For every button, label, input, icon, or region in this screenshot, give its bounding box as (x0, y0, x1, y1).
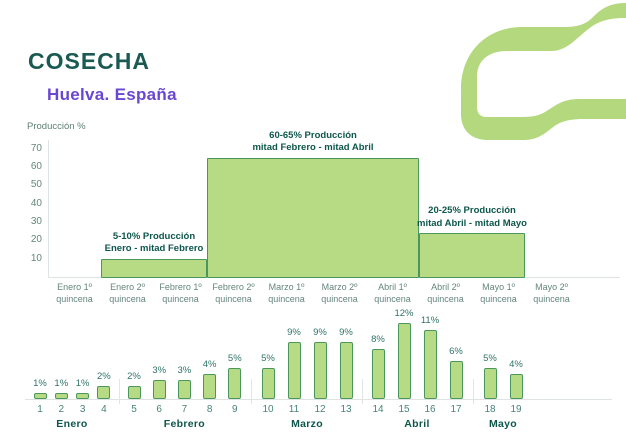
bar-value-label: 1% (33, 377, 47, 389)
bar-value-label: 8% (371, 333, 385, 345)
bar (371, 348, 385, 399)
y-axis-tick: 10 (30, 252, 42, 264)
category-label: Marzo 2º quincena (321, 282, 358, 304)
bar-day-label: 13 (340, 404, 352, 415)
month-label: Mayo (488, 418, 518, 430)
category-label: Enero 1º quincena (56, 282, 93, 304)
bar-value-label: 4% (509, 358, 523, 370)
page-title: COSECHA (28, 48, 151, 74)
bar (228, 367, 242, 399)
month-divider (251, 379, 253, 404)
category-label: Abril 1º quincena (374, 282, 411, 304)
bar-day-label: 18 (484, 404, 496, 415)
bar-day-label: 7 (181, 404, 188, 415)
bar (54, 392, 68, 399)
bar-day-label: 19 (510, 404, 522, 415)
segment-annotation: 5-10% Producción Enero - mitad Febrero (104, 230, 204, 255)
bar-value-label: 1% (75, 377, 90, 389)
bar-day-label: 2 (58, 404, 65, 415)
bar (483, 367, 497, 399)
bar-day-label: 14 (372, 404, 384, 415)
bar-value-label: 12% (394, 308, 414, 320)
bar-value-label: 6% (449, 346, 463, 358)
y-axis-tick: 70 (30, 142, 42, 154)
segment-annotation: 60-65% Producción mitad Febrero - mitad A… (252, 129, 374, 154)
bar-value-label: 5% (227, 352, 242, 364)
month-label: Enero (56, 418, 88, 430)
month-label: Abril (404, 418, 430, 430)
bar (423, 329, 437, 399)
bar (313, 342, 327, 399)
segment-annotation: 20-25% Producción mitad Abril - mitad May… (417, 205, 527, 229)
y-axis-tick: 40 (30, 197, 42, 209)
step-segment (419, 233, 525, 278)
bar-value-label: 2% (127, 371, 141, 383)
bar-day-label: 5 (131, 404, 137, 415)
bar-value-label: 9% (313, 327, 327, 339)
bar-day-label: 10 (262, 404, 274, 415)
month-label: Febrero (163, 418, 205, 430)
bar (449, 361, 463, 399)
bar (397, 323, 411, 399)
bar (287, 342, 301, 399)
bar-value-label: 4% (202, 358, 217, 370)
bar (33, 392, 47, 399)
y-axis-tick: 20 (30, 234, 42, 246)
bar-value-label: 9% (339, 327, 353, 339)
category-label: Febrero 2º quincena (212, 282, 255, 304)
step-segment (101, 258, 207, 278)
y-axis-tick: 30 (30, 216, 42, 227)
bar (97, 386, 111, 399)
bar (177, 380, 191, 399)
bar (339, 342, 353, 399)
month-label: Marzo (291, 418, 323, 430)
brand-wave-logo (461, 3, 626, 140)
bar-day-label: 4 (101, 404, 107, 415)
bar (76, 392, 90, 399)
y-axis-tick: 60 (30, 161, 42, 173)
bar (152, 380, 166, 399)
bar-day-label: 15 (398, 404, 410, 415)
step-segment (207, 157, 419, 278)
bar-day-label: 3 (79, 404, 86, 415)
category-label: Mayo 1º quincena (480, 282, 517, 304)
month-divider (473, 379, 474, 404)
bar-value-label: 5% (483, 352, 497, 364)
bar-day-label: 17 (450, 404, 462, 415)
bar-day-label: 11 (288, 404, 300, 415)
bar-value-label: 11% (420, 314, 440, 326)
bar-day-label: 12 (314, 404, 326, 415)
month-divider (118, 379, 120, 404)
category-label: Abril 2º quincena (427, 282, 464, 304)
category-label: Marzo 1º quincena (268, 282, 305, 304)
bar (261, 367, 275, 399)
y-axis-title: Producción % (27, 121, 86, 132)
bar-day-label: 6 (156, 404, 162, 415)
bar (127, 386, 141, 399)
y-axis-tick: 50 (30, 179, 42, 191)
bar-day-label: 8 (206, 404, 213, 415)
bar-value-label: 1% (54, 377, 69, 389)
location-subtitle: Huelva. España (47, 85, 177, 104)
bar-value-label: 3% (152, 365, 167, 377)
category-label: Febrero 1º quincena (159, 282, 202, 304)
bar-value-label: 3% (177, 365, 192, 377)
bar (509, 373, 523, 399)
category-label: Mayo 2º quincena (533, 282, 570, 304)
bar-day-label: 9 (232, 404, 238, 415)
category-label: Enero 2º quincena (109, 282, 146, 304)
bar-value-label: 9% (287, 327, 301, 339)
month-divider (362, 379, 363, 404)
bar-value-label: 2% (97, 371, 111, 383)
bar-day-label: 16 (424, 404, 436, 415)
y-axis-line (48, 140, 49, 277)
bar-value-label: 5% (261, 352, 275, 364)
bar-baseline (25, 399, 612, 400)
bar-day-label: 1 (37, 404, 43, 415)
bar (203, 373, 217, 399)
